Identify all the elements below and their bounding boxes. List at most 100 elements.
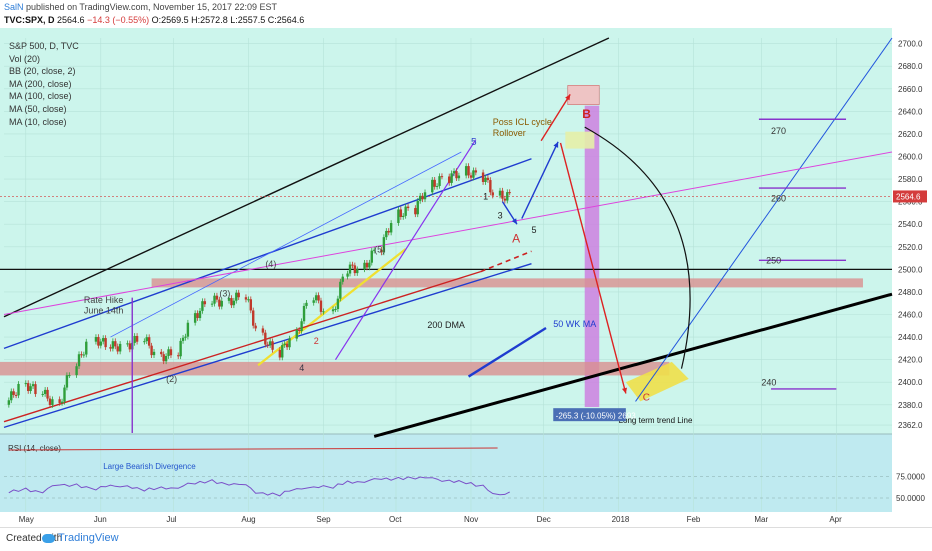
y-tick-2540: 2540.0 (898, 220, 923, 229)
candle-body-2017-06-01 (99, 341, 102, 346)
candle-body-2017-10-27 (457, 175, 461, 179)
candle-body-2017-05-16 (60, 401, 64, 403)
candle-body-2017-10-23 (448, 176, 451, 183)
candle-body-2017-05-25 (82, 354, 86, 356)
candle-body-2017-11-08 (486, 177, 490, 181)
candle-body-2017-07-19 (215, 295, 219, 300)
candle-body-2017-05-09 (43, 389, 47, 394)
candles (7, 163, 511, 433)
candle-body-2017-07-21 (220, 300, 223, 307)
y-tick-2600: 2600.0 (898, 153, 923, 162)
candle-body-2017-09-07 (336, 298, 340, 310)
candle-body-2017-07-03 (177, 355, 180, 357)
bearish-divergence-line (8, 447, 498, 451)
candle-body-2017-06-13 (128, 343, 132, 350)
candle-body-2017-07-05 (181, 337, 185, 341)
candle-body-2017-08-25 (305, 302, 308, 306)
candle-body-2017-08-16 (283, 343, 286, 346)
annot-rollover: Rollover (493, 128, 526, 138)
legend-ma50[interactable]: MA (50, close) (9, 103, 67, 114)
candle-body-2017-08-11 (271, 341, 274, 350)
x-tick-Feb: Feb (687, 515, 701, 524)
candle-body-2017-09-19 (365, 262, 369, 268)
tradingview-brand[interactable]: TradingView (58, 532, 119, 544)
candle-body-2017-07-18 (213, 295, 216, 304)
x-tick-Dec: Dec (537, 515, 551, 524)
wave-label-3: 3 (498, 211, 503, 221)
candle-body-2017-11-14 (501, 190, 504, 199)
candle-body-2017-04-27 (14, 394, 18, 396)
candle-body-2017-07-13 (201, 301, 204, 311)
wave-label-2: 2 (314, 336, 319, 346)
legend-symbol[interactable]: S&P 500, D, TVC (9, 41, 79, 51)
annot-200-dma: 200 DMA (427, 320, 465, 330)
x-tick-Apr: Apr (829, 515, 842, 524)
ma-200-red (3, 270, 481, 423)
y-tick-2620: 2620.0 (898, 130, 923, 139)
magenta-line (3, 151, 893, 315)
candle-body-2017-06-23 (152, 351, 156, 356)
legend-bb[interactable]: BB (20, close, 2) (9, 66, 76, 77)
legend-ma10[interactable]: MA (10, close) (9, 116, 67, 127)
candle-body-2017-08-22 (297, 330, 301, 332)
symbol-name: TVC:SPX, D (4, 15, 55, 25)
zones (0, 85, 863, 408)
candle-body-2017-10-31 (467, 166, 470, 176)
long-term-trend-line (373, 292, 893, 438)
annot-bearish-divergence: Large Bearish Divergence (103, 462, 196, 471)
wave-label-p5: (5) (374, 244, 385, 254)
y-tick-2700: 2700.0 (898, 40, 923, 49)
candle-body-2017-10-11 (418, 195, 422, 201)
candle-body-2017-05-18 (65, 375, 69, 388)
candle-body-2017-08-28 (312, 300, 315, 303)
rsi-pane (0, 434, 892, 514)
candle-body-2017-07-17 (210, 303, 214, 305)
candle-body-2017-11-01 (469, 175, 473, 178)
candle-body-2017-05-30 (94, 337, 98, 342)
candle-body-2017-10-06 (406, 206, 410, 209)
publish-info: published on TradingView.com, November 1… (26, 2, 278, 12)
level-label-240: 240 (761, 378, 776, 388)
wave-label-5: 5 (531, 225, 536, 235)
x-tick-May: May (19, 515, 34, 524)
level-label-250: 250 (766, 256, 781, 266)
arrow-to-a-head (511, 218, 517, 225)
author-link[interactable]: SalN (4, 2, 24, 12)
legend-ma200[interactable]: MA (200, close) (9, 78, 72, 89)
candle-body-2017-08-07 (261, 328, 265, 333)
wave-label-p2: (2) (166, 374, 177, 384)
legend-vol[interactable]: Vol (20) (9, 53, 41, 64)
candle-body-2017-06-30 (169, 349, 173, 356)
x-tick-Sep: Sep (316, 515, 331, 524)
candle-body-2017-09-28 (387, 230, 390, 233)
y-tick-2440: 2440.0 (898, 333, 923, 342)
annot-rate-hike: Rate Hike (84, 295, 124, 305)
candle-body-2017-05-23 (77, 354, 81, 367)
symbol-line: TVC:SPX, D 2564.6 −14.3 (−0.55%) O:2569.… (4, 15, 304, 25)
price-axis (892, 28, 932, 527)
candle-body-2017-06-02 (102, 338, 105, 342)
candle-body-2017-10-25 (452, 171, 456, 174)
wave-label-C: C (643, 392, 650, 403)
candle-body-2017-11-03 (474, 170, 478, 173)
level-label-270: 270 (771, 126, 786, 136)
arrow-to-c-head (621, 387, 628, 394)
rsi-line (8, 476, 510, 497)
y-tick-2420: 2420.0 (898, 356, 923, 365)
annot-long-term-trend: Long term trend Line (619, 416, 693, 425)
legend-ma100[interactable]: MA (100, close) (9, 91, 72, 102)
candle-body-2017-07-10 (193, 313, 197, 323)
y-tick-2680: 2680.0 (898, 62, 923, 71)
arrow-to-b (521, 141, 559, 219)
candle-body-2017-10-24 (450, 173, 453, 183)
upper-channel-black (3, 37, 610, 318)
candle-body-2017-04-28 (17, 383, 20, 396)
candle-body-2017-05-24 (80, 354, 83, 356)
candle-body-2017-07-26 (232, 300, 236, 306)
measure-badge (553, 408, 626, 422)
candle-body-2017-10-13 (423, 192, 427, 200)
candle-body-2017-08-08 (264, 332, 267, 345)
candle-body-2017-05-31 (97, 337, 100, 346)
candle-body-2017-06-29 (167, 349, 170, 357)
